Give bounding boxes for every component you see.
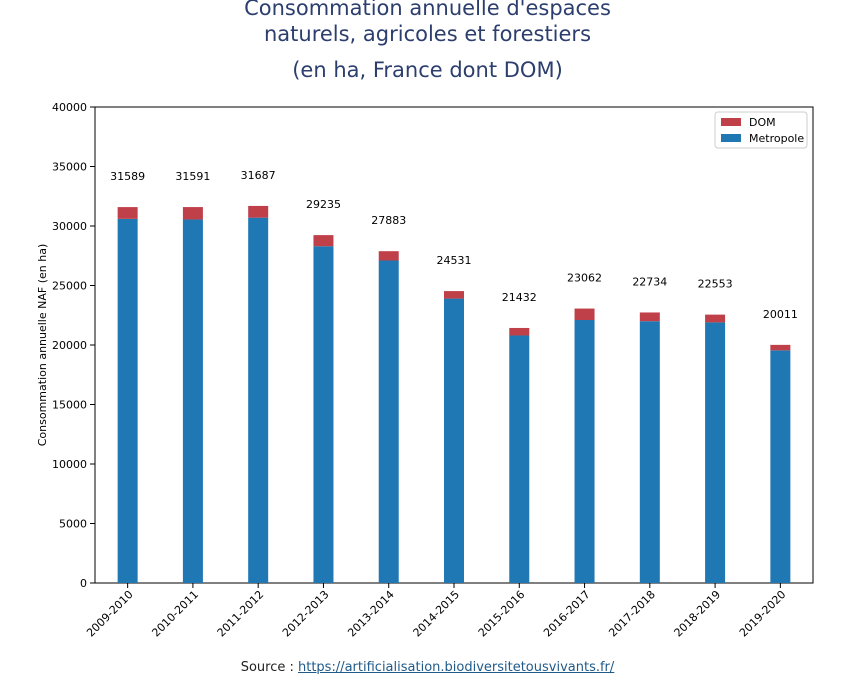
bar-dom-2015-2016 — [509, 327, 530, 336]
x-tick-label: 2014-2015 — [411, 588, 463, 640]
bar-metropole-2017-2018 — [639, 321, 660, 583]
total-label-2010-2011: 31591 — [175, 170, 210, 183]
legend-label-dom: DOM — [749, 116, 776, 129]
bar-dom-2018-2019 — [705, 314, 726, 323]
y-tick-label: 40000 — [52, 101, 87, 114]
source-prefix: Source : — [240, 660, 298, 675]
y-tick-label: 5000 — [59, 518, 87, 531]
total-label-2015-2016: 21432 — [502, 291, 537, 304]
x-tick-label: 2012-2013 — [280, 588, 332, 640]
x-tick-label: 2017-2018 — [606, 588, 658, 640]
y-tick-label: 35000 — [52, 161, 87, 174]
chart-title-line-3: (en ha, France dont DOM) — [292, 58, 563, 82]
bar-metropole-2010-2011 — [182, 219, 203, 583]
y-tick-label: 15000 — [52, 399, 87, 412]
y-tick-label: 25000 — [52, 280, 87, 293]
x-tick-label: 2010-2011 — [149, 588, 201, 640]
bar-metropole-2019-2020 — [770, 350, 791, 583]
bar-metropole-2013-2014 — [378, 260, 399, 583]
x-tick-label: 2016-2017 — [541, 588, 593, 640]
bar-metropole-2009-2010 — [117, 218, 138, 584]
bar-dom-2016-2017 — [574, 308, 595, 321]
source-link[interactable]: https://artificialisation.biodiversiteto… — [297, 660, 615, 675]
bar-dom-2010-2011 — [182, 207, 203, 220]
bar-metropole-2015-2016 — [509, 335, 530, 583]
total-label-2011-2012: 31687 — [241, 169, 276, 182]
bar-dom-2012-2013 — [313, 235, 334, 247]
total-label-2016-2017: 23062 — [567, 272, 602, 285]
x-tick-label: 2018-2019 — [672, 588, 724, 640]
bar-dom-2014-2015 — [444, 291, 464, 299]
bar-metropole-2014-2015 — [444, 298, 464, 583]
y-tick-label: 30000 — [52, 220, 87, 233]
x-tick-label: 2015-2016 — [476, 588, 528, 640]
source-line: Source : https://artificialisation.biodi… — [0, 660, 855, 675]
y-axis-label: Consommation annuelle NAF (en ha) — [36, 244, 49, 447]
bar-metropole-2018-2019 — [705, 322, 726, 583]
bar-metropole-2012-2013 — [313, 246, 334, 584]
total-label-2009-2010: 31589 — [110, 170, 145, 183]
x-tick-label: 2013-2014 — [345, 588, 397, 640]
chart-title-line-1: Consommation annuelle d'espaces — [244, 0, 611, 20]
bar-metropole-2011-2012 — [248, 217, 269, 584]
chart-title-line-2: naturels, agricoles et forestiers — [263, 22, 592, 46]
total-label-2018-2019: 22553 — [698, 278, 733, 291]
x-tick-label: 2009-2010 — [84, 588, 136, 640]
bar-dom-2013-2014 — [378, 251, 399, 261]
y-tick-label: 20000 — [52, 339, 87, 352]
y-tick-label: 0 — [80, 577, 87, 590]
legend-swatch-metropole — [721, 134, 741, 142]
total-label-2014-2015: 24531 — [437, 254, 472, 267]
bar-dom-2009-2010 — [117, 207, 138, 219]
legend-label-metropole: Metropole — [749, 132, 804, 145]
bar-dom-2019-2020 — [770, 344, 791, 351]
total-label-2013-2014: 27883 — [371, 214, 406, 227]
x-tick-label: 2019-2020 — [737, 588, 789, 640]
total-label-2019-2020: 20011 — [763, 308, 798, 321]
y-tick-label: 10000 — [52, 458, 87, 471]
bar-dom-2017-2018 — [639, 312, 660, 322]
legend-swatch-dom — [721, 118, 741, 126]
bar-dom-2011-2012 — [248, 205, 269, 218]
total-label-2017-2018: 22734 — [632, 275, 667, 288]
x-tick-label: 2011-2012 — [215, 588, 267, 640]
bar-metropole-2016-2017 — [574, 320, 595, 583]
total-label-2012-2013: 29235 — [306, 198, 341, 211]
